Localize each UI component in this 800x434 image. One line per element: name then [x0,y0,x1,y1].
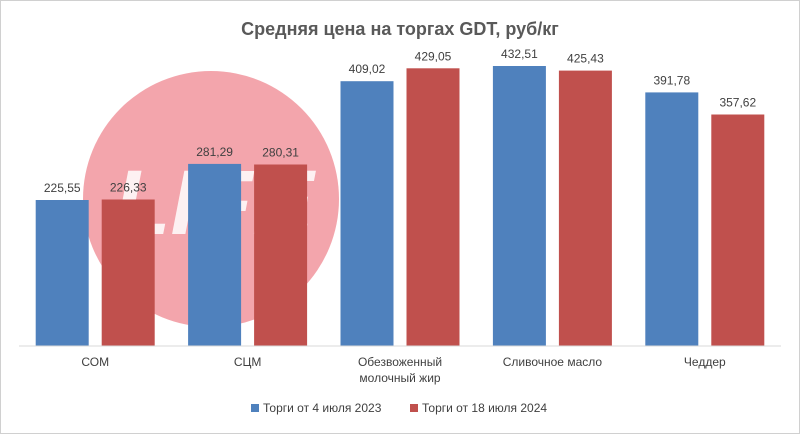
chart-title: Средняя цена на торгах GDT, руб/кг [241,19,559,39]
bar-series1-cat3 [340,81,394,346]
category-label-4: Сливочное масло [503,355,603,369]
category-label-5: Чеддер [684,355,726,369]
data-label-series2-cat4: 425,43 [567,52,604,66]
data-label-series1-cat4: 432,51 [501,47,538,61]
data-label-series1-cat1: 225,55 [44,181,81,195]
bar-series1-cat1 [35,200,89,346]
legend-swatch-1 [251,404,259,412]
legend-label-2: Торги от 18 июля 2024 [422,401,547,415]
category-label-1: СОМ [81,355,109,369]
data-label-series2-cat5: 357,62 [719,96,756,110]
data-label-series2-cat1: 226,33 [110,181,147,195]
data-label-series2-cat3: 429,05 [415,49,452,63]
legend-swatch-2 [410,404,418,412]
data-label-series1-cat3: 409,02 [349,62,386,76]
bar-series2-cat1 [101,199,155,346]
legend-label-1: Торги от 4 июля 2023 [263,401,382,415]
legend: Торги от 4 июля 2023 Торги от 18 июля 202… [251,401,547,415]
data-label-series1-cat5: 391,78 [653,73,690,87]
bar-series2-cat3 [406,68,460,347]
bar-series2-cat2 [254,164,308,346]
bar-series1-cat4 [492,66,546,346]
bar-series2-cat4 [558,70,612,346]
category-label-3-line1: Обезвоженный [358,355,442,369]
category-label-3-line2: молочный жир [359,371,440,385]
bar-series1-cat2 [188,163,242,346]
bar-series1-cat5 [645,92,699,347]
bar-series2-cat5 [711,114,765,346]
data-label-series1-cat2: 281,29 [196,145,233,159]
data-label-series2-cat2: 280,31 [262,146,299,160]
category-label-2: СЦМ [234,355,262,369]
